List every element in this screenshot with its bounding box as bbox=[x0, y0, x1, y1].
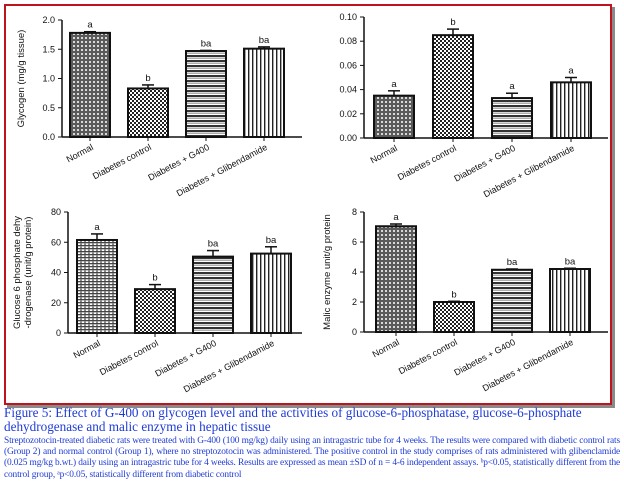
category-label: Normal bbox=[369, 143, 399, 165]
y-tick-label: 0 bbox=[352, 327, 357, 337]
significance-label: a bbox=[391, 79, 397, 90]
bar bbox=[549, 268, 591, 333]
category-label: Normal bbox=[65, 142, 95, 164]
bar bbox=[373, 94, 415, 139]
bar bbox=[432, 34, 474, 139]
bar bbox=[127, 87, 169, 138]
significance-label: a bbox=[87, 20, 93, 31]
bar bbox=[550, 81, 592, 139]
y-tick-label: 6 bbox=[352, 237, 357, 247]
significance-label: ba bbox=[507, 257, 518, 268]
category-label: Diabetes control bbox=[397, 337, 459, 376]
y-tick-label: 1.0 bbox=[42, 74, 55, 84]
chart-malic-enzyme: 0 2 4 6 8 Malic enzyme unit/g protein a Normal b… bbox=[322, 207, 608, 393]
significance-label: ba bbox=[201, 38, 212, 49]
y-tick-label: 0.10 bbox=[339, 12, 357, 22]
chart-g6pd: 0 20 40 60 80 Glucose 6 phosphate dehy -drogen… bbox=[12, 207, 302, 394]
significance-label: b bbox=[450, 17, 455, 28]
category-label: Diabetes control bbox=[396, 143, 458, 182]
y-tick-label: 2.0 bbox=[42, 15, 55, 25]
significance-label: ba bbox=[266, 235, 277, 246]
y-tick-label: 4 bbox=[352, 267, 357, 277]
y-tick-label: 8 bbox=[352, 207, 357, 217]
bar bbox=[250, 252, 292, 334]
significance-label: a bbox=[393, 212, 399, 223]
significance-label: b bbox=[145, 73, 150, 84]
bar bbox=[185, 50, 227, 139]
significance-label: a bbox=[509, 81, 515, 92]
y-tick-label: 0.5 bbox=[42, 103, 55, 113]
significance-label: ba bbox=[208, 239, 219, 250]
caption-title: Figure 5: Effect of G-400 on glycogen le… bbox=[4, 405, 582, 434]
bar bbox=[192, 255, 234, 334]
category-label: Diabetes control bbox=[91, 142, 153, 181]
bar bbox=[243, 47, 285, 138]
figure-caption: Figure 5: Effect of G-400 on glycogen le… bbox=[4, 406, 620, 481]
significance-label: ba bbox=[565, 256, 576, 267]
bar bbox=[69, 31, 111, 138]
y-axis-title: Malic enzyme unit/g protein bbox=[322, 214, 333, 330]
significance-label: b bbox=[152, 273, 157, 284]
y-tick-label: 0.02 bbox=[339, 109, 357, 119]
y-tick-label: 40 bbox=[51, 268, 61, 278]
y-tick-label: 0.00 bbox=[339, 133, 357, 143]
bar bbox=[491, 268, 533, 333]
y-tick-label: 0 bbox=[56, 328, 61, 338]
bar bbox=[76, 238, 118, 335]
chart-glucose-6-phosphatase: 0.00 0.02 0.04 0.06 0.08 0.10 a Normal b Diabetes… bbox=[339, 12, 608, 199]
bar bbox=[134, 288, 176, 334]
y-tick-label: 60 bbox=[51, 237, 61, 247]
y-axis-title: -drogenase (unit/g protein) bbox=[23, 217, 34, 329]
y-tick-label: 0.06 bbox=[339, 60, 357, 70]
y-tick-label: 0.0 bbox=[42, 132, 55, 142]
y-tick-label: 80 bbox=[51, 207, 61, 217]
significance-label: a bbox=[568, 66, 574, 77]
y-axis-title: Glycogen (mg/g tissue) bbox=[16, 30, 27, 128]
bar bbox=[375, 225, 417, 333]
significance-label: ba bbox=[259, 35, 270, 46]
category-label: Diabetes control bbox=[98, 338, 160, 377]
caption-body: Streptozotocin-treated diabetic rats wer… bbox=[4, 436, 620, 480]
y-tick-label: 20 bbox=[51, 298, 61, 308]
significance-label: b bbox=[451, 289, 456, 300]
y-axis-title: Glucose 6 phosphate dehy bbox=[12, 216, 23, 329]
category-label: Normal bbox=[371, 337, 401, 359]
category-label: Normal bbox=[72, 338, 102, 360]
y-tick-label: 1.5 bbox=[42, 44, 55, 54]
bar bbox=[433, 301, 475, 333]
bar bbox=[491, 97, 533, 139]
y-tick-label: 0.04 bbox=[339, 85, 357, 95]
y-tick-label: 2 bbox=[352, 297, 357, 307]
y-tick-label: 0.08 bbox=[339, 36, 357, 46]
chart-glycogen: 0.0 0.5 1.0 1.5 2.0 Glycogen (mg/g tissue) a No… bbox=[16, 15, 302, 198]
significance-label: a bbox=[94, 222, 100, 233]
